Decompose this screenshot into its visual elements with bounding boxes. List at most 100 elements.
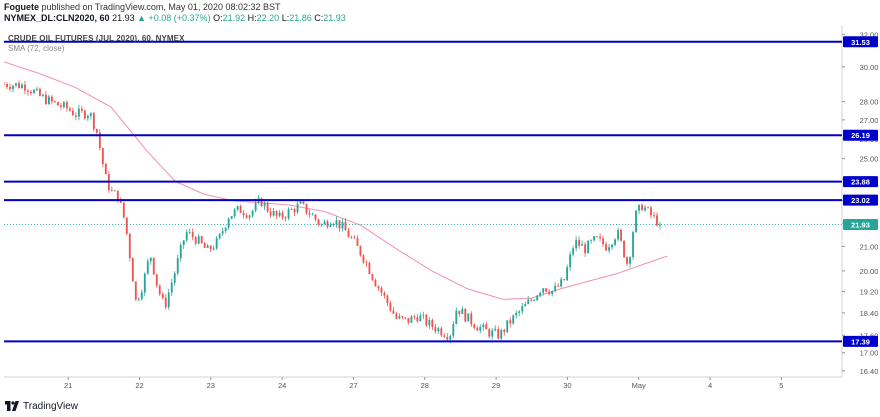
candle-up [167, 292, 170, 308]
candle-up [185, 232, 188, 241]
price-tick-label: 17.60 [860, 331, 878, 340]
candle-down [530, 299, 533, 301]
candle-down [584, 244, 587, 254]
level-badge-label: 23.02 [851, 196, 870, 205]
candle-up [461, 308, 464, 314]
candle-up [608, 247, 611, 251]
candle-up [77, 108, 80, 117]
candle-down [620, 229, 622, 241]
candle-down [509, 320, 512, 324]
candle-up [533, 300, 536, 302]
candle-up [233, 209, 236, 217]
low-value: 21.86 [289, 13, 312, 23]
candle-down [464, 308, 467, 322]
candle-down [53, 101, 56, 103]
candle-up [542, 288, 545, 293]
time-tick-label: 24 [278, 381, 286, 390]
candle-down [425, 314, 428, 326]
candle-up [479, 327, 482, 331]
level-badge [843, 194, 878, 206]
candle-down [431, 320, 434, 328]
candle-down [260, 198, 263, 207]
candle-down [497, 328, 500, 339]
candle-down [596, 236, 599, 238]
candle-down [548, 291, 551, 295]
open-value: 21.92 [222, 13, 246, 23]
candle-up [33, 90, 35, 94]
candle-down [302, 201, 305, 204]
candle-up [86, 115, 89, 119]
candle-down [203, 242, 206, 248]
candle-up [644, 207, 646, 211]
candle-up [263, 202, 266, 207]
footer-brand[interactable]: TradingView [5, 399, 78, 413]
candle-down [326, 221, 329, 227]
candle-up [512, 315, 515, 324]
high-value: 22.20 [256, 13, 280, 23]
level-badge [843, 36, 878, 48]
candles [4, 80, 661, 344]
candle-up [335, 220, 338, 225]
candle-down [365, 262, 368, 264]
candle-down [395, 313, 398, 319]
publisher-name[interactable]: Foguete [4, 2, 39, 12]
candle-up [635, 210, 637, 233]
candle-up [287, 209, 290, 219]
candle-up [188, 231, 191, 233]
candle-up [398, 316, 401, 319]
sma-line [4, 61, 668, 300]
candle-down [98, 132, 101, 149]
candle-down [656, 215, 658, 226]
price-chart[interactable]: 32.0030.0028.0027.0026.0025.0024.0023.00… [4, 25, 878, 395]
candle-down [362, 255, 365, 263]
candle-up [149, 257, 152, 262]
sma-legend[interactable]: SMA (72, close) [8, 44, 65, 53]
level-badge [843, 335, 878, 347]
candle-down [101, 148, 104, 164]
candle-down [368, 262, 371, 275]
candle-down [275, 210, 278, 216]
candle-down [338, 220, 341, 229]
last-price-badge [843, 219, 878, 231]
candle-up [521, 306, 524, 312]
candle-up [629, 257, 631, 264]
candle-up [15, 83, 17, 86]
candle-down [59, 105, 62, 107]
candle-down [371, 274, 374, 280]
candle-up [491, 330, 494, 337]
candle-down [134, 281, 137, 300]
candle-down [356, 238, 359, 246]
candle-down [95, 129, 98, 133]
price-tick-label: 27.00 [860, 116, 878, 125]
candle-up [536, 295, 539, 301]
time-tick-label: 5 [779, 381, 783, 390]
candle-up [215, 238, 218, 249]
candle-up [632, 232, 634, 258]
candle-up [518, 311, 521, 313]
candle-up [590, 240, 593, 242]
candle-up [236, 206, 239, 210]
candle-down [380, 288, 383, 293]
candle-up [551, 290, 554, 295]
candle-up [587, 240, 590, 254]
candle-up [218, 233, 221, 239]
candle-up [482, 324, 485, 328]
candle-down [404, 317, 407, 319]
candle-down [194, 237, 197, 244]
candle-down [152, 257, 155, 275]
candle-down [155, 274, 158, 286]
candle-up [311, 214, 314, 216]
candle-down [68, 108, 71, 111]
candle-down [446, 336, 449, 340]
candle-up [206, 245, 209, 248]
candle-up [659, 224, 661, 226]
candle-up [251, 210, 254, 216]
time-tick-label: 22 [135, 381, 143, 390]
chart-area[interactable]: 32.0030.0028.0027.0026.0025.0024.0023.00… [4, 25, 878, 395]
candle-down [9, 86, 11, 90]
candle-down [347, 230, 350, 238]
candle-up [212, 248, 215, 250]
candle-down [485, 324, 488, 330]
candle-up [575, 239, 578, 249]
candle-down [110, 190, 113, 191]
